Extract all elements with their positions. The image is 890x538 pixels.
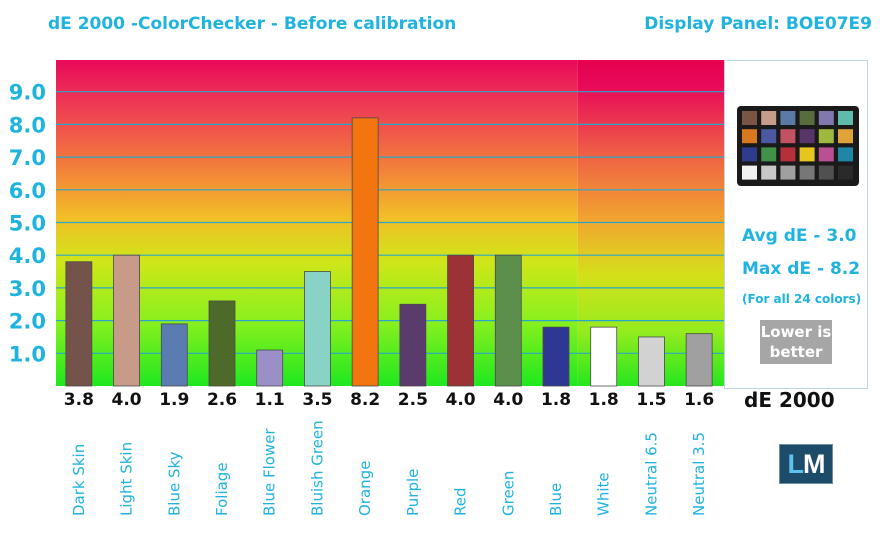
- colorchecker-swatch: [742, 129, 757, 144]
- x-category-label: Neutral 6.5: [642, 432, 660, 516]
- bar-value-label: 8.2: [350, 390, 380, 410]
- colorchecker-swatch: [838, 129, 853, 144]
- colorchecker-swatch: [799, 111, 815, 125]
- bar: [590, 326, 618, 387]
- colorchecker-swatch: [780, 147, 796, 162]
- logo-letter-m: M: [803, 449, 825, 479]
- colorchecker-swatch: [780, 129, 796, 144]
- bar: [160, 323, 188, 387]
- colorchecker-icon: [737, 106, 859, 186]
- x-category-label: Blue: [547, 483, 565, 516]
- bar: [638, 336, 665, 387]
- colorchecker-swatch: [838, 111, 853, 125]
- bar: [685, 333, 713, 387]
- x-category-label: Green: [499, 471, 517, 516]
- y-tick-label: 6.0: [9, 179, 46, 203]
- bar: [542, 326, 570, 387]
- avg-de-stat: Avg dE - 3.0: [742, 226, 857, 246]
- x-category-label: Neutral 3.5: [690, 432, 708, 516]
- y-tick-label: 3.0: [9, 277, 46, 301]
- y-tick-label: 5.0: [9, 212, 46, 236]
- bar: [351, 117, 379, 387]
- y-tick-label: 7.0: [9, 146, 46, 170]
- y-tick-label: 4.0: [9, 244, 46, 268]
- colorchecker-swatch: [838, 165, 853, 180]
- bar-value-label: 1.5: [636, 390, 666, 410]
- bar: [65, 261, 93, 387]
- logo-letter-l: L: [787, 449, 804, 479]
- colorchecker-swatch: [818, 111, 834, 125]
- bar-value-label: 1.6: [684, 390, 714, 410]
- x-category-label: Light Skin: [118, 442, 136, 516]
- bar: [113, 254, 140, 387]
- y-tick-label: 8.0: [9, 113, 46, 137]
- y-tick-label: 1.0: [9, 342, 46, 366]
- colorchecker-swatch: [818, 165, 834, 180]
- x-category-label: Blue Flower: [261, 428, 279, 516]
- bar: [399, 303, 427, 387]
- y-tick-label: 9.0: [9, 81, 46, 105]
- colorchecker-swatch: [761, 165, 777, 180]
- colorchecker-swatch: [761, 129, 777, 144]
- chart-title: dE 2000 -ColorChecker - Before calibrati…: [48, 14, 457, 34]
- lm-logo: LM: [779, 444, 833, 484]
- x-category-label: Bluish Green: [308, 420, 326, 516]
- x-category-label: Purple: [404, 469, 422, 516]
- bar-value-label: 1.8: [589, 390, 619, 410]
- lower-badge-line1: Lower is: [760, 323, 832, 341]
- colorchecker-swatch: [761, 147, 777, 162]
- x-category-label: Dark Skin: [70, 444, 88, 516]
- bar-value-label: 4.0: [112, 390, 142, 410]
- bar: [494, 254, 522, 387]
- colorchecker-swatch: [780, 111, 796, 125]
- colorchecker-swatch: [742, 147, 757, 162]
- bar-value-label: 1.9: [159, 390, 189, 410]
- colorchecker-swatch: [742, 111, 757, 125]
- bar-value-label: 2.5: [398, 390, 428, 410]
- x-category-label: Blue Sky: [165, 451, 183, 516]
- bar: [208, 300, 236, 387]
- colorchecker-swatch: [799, 129, 815, 144]
- bar: [304, 271, 331, 387]
- colorchecker-swatch: [818, 147, 834, 162]
- colorchecker-swatch: [799, 147, 815, 162]
- colorchecker-swatch: [818, 129, 834, 144]
- max-de-stat: Max dE - 8.2: [742, 259, 861, 279]
- bar-value-label: 3.8: [64, 390, 94, 410]
- bar-value-label: 2.6: [207, 390, 237, 410]
- colorchecker-swatch: [742, 165, 757, 180]
- x-category-label: White: [595, 472, 613, 516]
- colorchecker-swatch: [838, 147, 853, 162]
- x-category-label: Orange: [356, 461, 374, 516]
- lower-badge-line2: better: [769, 343, 823, 361]
- colorchecker-swatch: [761, 111, 777, 125]
- bar-value-label: 1.1: [255, 390, 285, 410]
- bar: [256, 349, 284, 387]
- de2000-label: dE 2000: [744, 388, 835, 412]
- colorchecker-swatch: [799, 165, 815, 180]
- bar: [447, 254, 474, 387]
- bar-value-label: 4.0: [493, 390, 523, 410]
- colorchecker-swatch: [780, 165, 796, 180]
- x-category-label: Foliage: [213, 462, 231, 516]
- bar-value-label: 3.5: [302, 390, 332, 410]
- lower-is-better-badge: Lower is better: [760, 320, 832, 364]
- bar-value-label: 1.8: [541, 390, 571, 410]
- y-tick-label: 2.0: [9, 310, 46, 334]
- display-panel-label: Display Panel: BOE07E9: [644, 14, 872, 34]
- bar-value-label: 4.0: [446, 390, 476, 410]
- all-colors-note: (For all 24 colors): [742, 292, 862, 306]
- x-category-label: Red: [452, 488, 470, 517]
